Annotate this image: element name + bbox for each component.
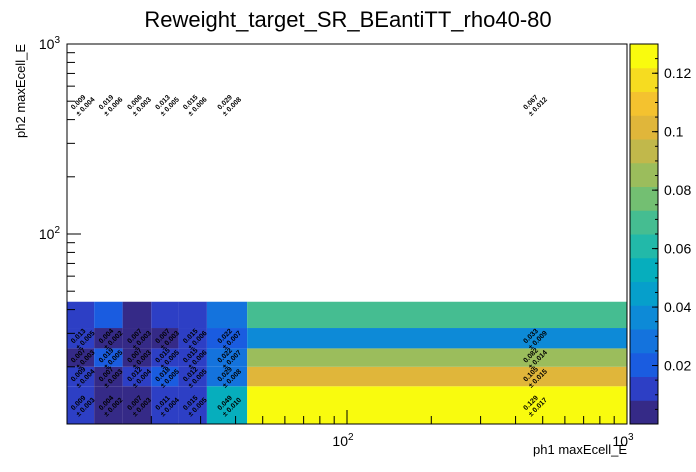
heatmap-cell (67, 301, 95, 329)
cell-value-label: 0.015± 0.006 (182, 91, 209, 118)
heatmap-cell (122, 386, 152, 424)
heatmap-cell (122, 301, 152, 329)
heatmap-cell (206, 386, 248, 424)
cell-value-label: 0.067± 0.012 (522, 91, 549, 118)
cell-value-label: 0.006± 0.003 (126, 91, 153, 118)
colorbar-segment (630, 329, 658, 354)
heatmap-cell (67, 348, 95, 367)
heatmap-cell (122, 328, 152, 349)
colorbar-segment (630, 376, 658, 401)
colorbar-segment (630, 234, 658, 259)
colorbar-tick-label: 0.06 (664, 241, 691, 257)
colorbar-segment (630, 115, 658, 140)
x-axis-title: ph1 maxEcell_E (533, 442, 627, 457)
colorbar-segment (630, 352, 658, 377)
heatmap-cell (206, 366, 248, 387)
colorbar-segment (630, 67, 658, 92)
heatmap-cell (206, 328, 248, 349)
heatmap-cell (247, 348, 627, 367)
heatmap-cell (247, 386, 627, 424)
colorbar-segment (630, 210, 658, 235)
colorbar-segment (630, 257, 658, 282)
heatmap-cell (151, 301, 179, 329)
heatmap-cell (94, 386, 123, 424)
heatmap-cell (94, 301, 123, 329)
heatmap-cell (122, 366, 152, 387)
colorbar-segment (630, 400, 658, 425)
colorbar-tick-label: 0.08 (664, 182, 691, 198)
colorbar-tick-label: 0.12 (664, 65, 691, 81)
heatmap-cell (178, 301, 207, 329)
heatmap-cell (122, 348, 152, 367)
heatmap-cell (151, 328, 179, 349)
x-tick-label: 102 (332, 432, 354, 449)
colorbar-tick-label: 0.02 (664, 358, 691, 374)
colorbar-segment (630, 305, 658, 330)
y-axis-title: ph2 maxEcell_E (13, 44, 28, 138)
heatmap-cell (94, 328, 123, 349)
cell-value-label: 0.009± 0.004 (69, 91, 96, 118)
colorbar-tick-label: 0.04 (664, 299, 691, 315)
heatmap-cell (247, 301, 627, 329)
colorbar-segment (630, 162, 658, 187)
colorbar-axis: 0.02 0.04 0.06 0.08 0.1 0.12 (652, 58, 691, 410)
cell-value-label: 0.029± 0.008 (216, 91, 243, 118)
heatmap-cell (67, 386, 95, 424)
cell-value-label: 0.019± 0.006 (97, 91, 124, 118)
colorbar-segment (630, 281, 658, 306)
colorbar-tick-label: 0.1 (664, 124, 684, 140)
heatmap-cell (94, 348, 123, 367)
heatmap-cell (178, 386, 207, 424)
y-tick-label: 103 (39, 35, 61, 52)
heatmap-cell (94, 366, 123, 387)
heatmap-cell (151, 348, 179, 367)
heatmap-cell (151, 386, 179, 424)
x-axis: 102 103 (66, 410, 634, 449)
heatmap-cell (247, 328, 627, 349)
heatmap-cell (206, 348, 248, 367)
heatmap-cell (151, 366, 179, 387)
cell-value-label: 0.013± 0.005 (154, 91, 181, 118)
colorbar-segment (630, 91, 658, 116)
heatmap-cell (67, 366, 95, 387)
heatmap-cell (178, 348, 207, 367)
colorbar-segment (630, 139, 658, 164)
colorbar-segment (630, 44, 658, 69)
colorbar (629, 43, 659, 425)
y-axis: 102 103 (39, 35, 81, 425)
y-tick-label: 102 (39, 225, 61, 242)
heatmap-cell (247, 366, 627, 387)
heatmap-cell (206, 301, 248, 329)
x-tick-label: 103 (612, 432, 634, 449)
heatmap-cell (178, 328, 207, 349)
heatmap-cell (178, 366, 207, 387)
heatmap-cells (67, 301, 627, 424)
chart-title: Reweight_target_SR_BEantiTT_rho40-80 (144, 7, 551, 32)
